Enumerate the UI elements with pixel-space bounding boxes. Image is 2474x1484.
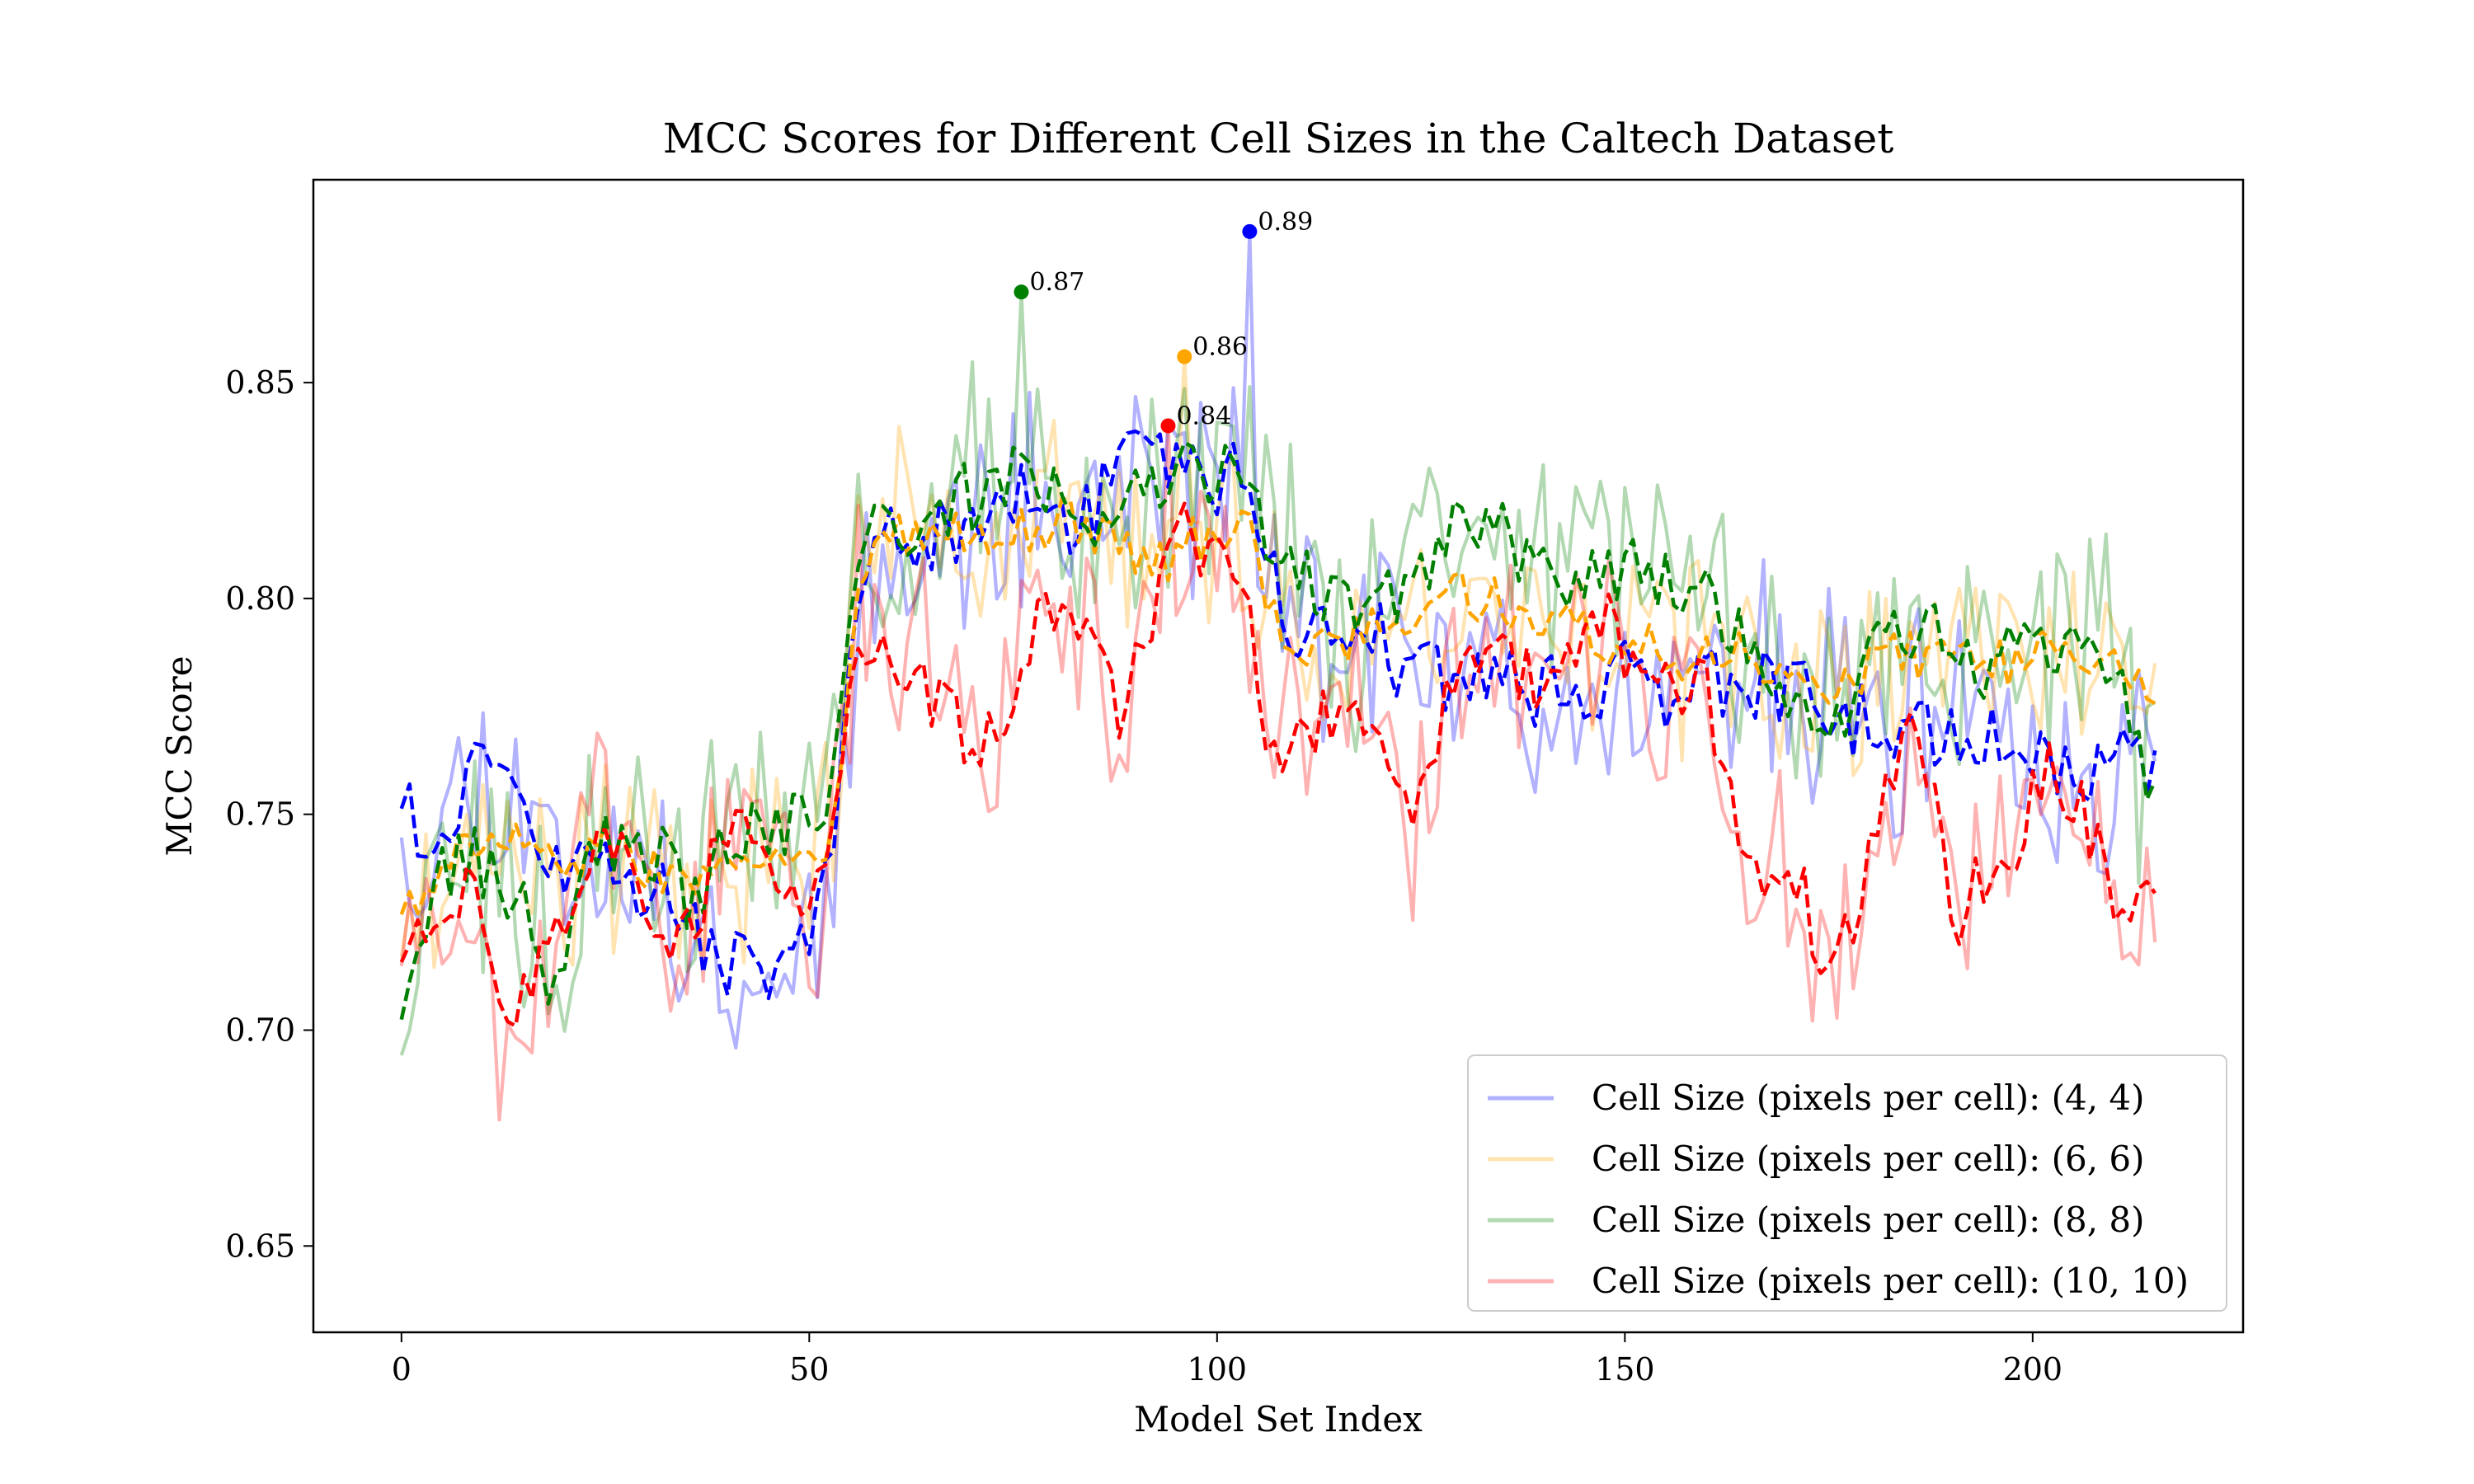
plot-frame [312,178,2245,1334]
y-tick-label-3: 0.80 [225,580,295,617]
x-tick-label-3: 150 [1595,1351,1655,1388]
plot-area [399,229,2157,1122]
max-point-marker-1 [1177,349,1192,364]
y-tick-label-2: 0.75 [225,796,295,833]
x-tick-label-0: 0 [392,1351,412,1388]
series-layer [399,229,2157,1122]
legend-entry-1: Cell Size (pixels per cell): (6, 6) [1592,1139,2145,1179]
legend-entry-0: Cell Size (pixels per cell): (4, 4) [1592,1078,2145,1118]
max-point-marker-0 [1242,223,1258,239]
max-point-label-1: 0.86 [1192,333,1248,362]
annotations: 0.89 0.86 0.87 0.84 [1014,208,1313,434]
x-tick-label-2: 100 [1188,1351,1248,1388]
x-axis-label: Model Set Index [1134,1399,1423,1439]
series-average-line-2 [399,440,2157,1021]
max-point-marker-3 [1160,418,1176,434]
x-tick-label-1: 50 [789,1351,829,1388]
y-tick-label-4: 0.85 [225,364,295,401]
series-average-line-3 [399,501,2157,1028]
legend: Cell Size (pixels per cell): (4, 4) Cell … [1467,1054,2227,1312]
y-tick-label-1: 0.70 [225,1012,295,1048]
series-raw-line-1 [399,355,2157,970]
x-tick-label-4: 200 [2003,1351,2063,1388]
axes: 0 50 100 150 200 0.65 0.70 0.75 0.80 0.85 [225,178,2245,1388]
y-tick-label-0: 0.65 [225,1228,295,1264]
legend-box [1467,1054,2227,1312]
max-point-marker-2 [1014,284,1029,300]
y-axis-label: MCC Score [159,655,200,856]
max-point-label-0: 0.89 [1258,208,1313,237]
max-point-label-3: 0.84 [1176,402,1231,430]
chart-title: MCC Scores for Different Cell Sizes in t… [663,115,1894,162]
legend-entry-3: Cell Size (pixels per cell): (10, 10) [1592,1261,2189,1301]
max-point-label-2: 0.87 [1029,268,1084,297]
legend-entry-2: Cell Size (pixels per cell): (8, 8) [1592,1200,2145,1240]
